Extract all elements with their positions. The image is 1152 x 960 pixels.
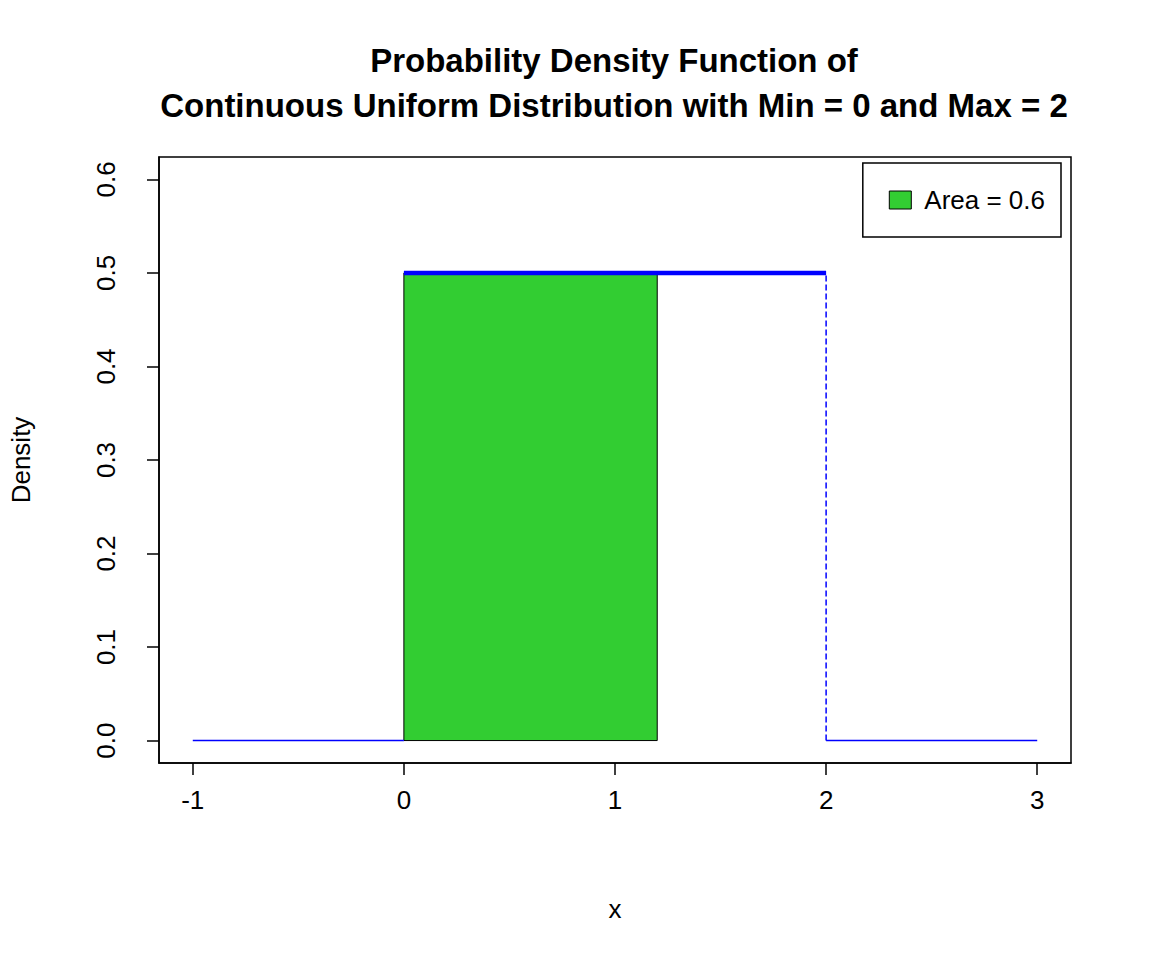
svg-text:2: 2 xyxy=(819,785,833,815)
svg-text:Continuous Uniform Distributio: Continuous Uniform Distribution with Min… xyxy=(160,87,1068,124)
svg-text:0: 0 xyxy=(397,785,411,815)
svg-text:Area = 0.6: Area = 0.6 xyxy=(924,185,1045,215)
svg-text:0.1: 0.1 xyxy=(91,629,121,665)
svg-text:x: x xyxy=(609,894,622,924)
svg-text:Probability Density Function o: Probability Density Function of xyxy=(370,42,859,79)
svg-text:-1: -1 xyxy=(181,785,204,815)
svg-text:0.3: 0.3 xyxy=(91,442,121,478)
svg-text:3: 3 xyxy=(1030,785,1044,815)
svg-text:Density: Density xyxy=(6,417,36,504)
svg-text:0.6: 0.6 xyxy=(91,161,121,197)
svg-text:0.2: 0.2 xyxy=(91,535,121,571)
svg-text:0.5: 0.5 xyxy=(91,255,121,291)
svg-text:0.4: 0.4 xyxy=(91,348,121,384)
svg-text:0.0: 0.0 xyxy=(91,722,121,758)
svg-text:1: 1 xyxy=(608,785,622,815)
